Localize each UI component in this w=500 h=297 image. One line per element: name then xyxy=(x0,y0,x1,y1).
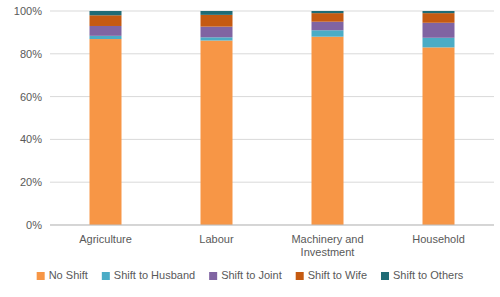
grid-line xyxy=(50,225,494,226)
legend-swatch xyxy=(37,272,45,280)
y-tick-label: 40% xyxy=(20,133,42,145)
bar-segment xyxy=(201,41,233,225)
legend-swatch xyxy=(102,272,110,280)
bar-segment xyxy=(90,36,122,39)
legend-label: Shift to Husband xyxy=(114,269,195,281)
x-tick-label: Household xyxy=(412,233,465,245)
x-tick-label: Machinery andInvestment xyxy=(291,233,363,258)
bar-segment xyxy=(312,11,344,13)
legend-swatch xyxy=(209,272,217,280)
legend-label: No Shift xyxy=(49,269,88,281)
bar-segment xyxy=(90,26,122,36)
bar-segment xyxy=(90,15,122,26)
legend-label: Shift to Others xyxy=(393,269,464,281)
bar-segment xyxy=(201,15,233,27)
bar-segment xyxy=(201,27,233,38)
y-tick-label: 100% xyxy=(14,5,42,17)
bar-segment xyxy=(312,22,344,31)
bar-segment xyxy=(312,37,344,225)
x-tick-label: Agriculture xyxy=(79,233,132,245)
legend-swatch xyxy=(381,272,389,280)
legend-swatch xyxy=(296,272,304,280)
bar-segment xyxy=(312,13,344,22)
bar-segment xyxy=(423,38,455,48)
y-tick-label: 80% xyxy=(20,48,42,60)
legend: No Shift Shift to Husband Shift to Joint Sh… xyxy=(37,269,464,281)
bar-segment xyxy=(423,13,455,23)
x-axis xyxy=(50,225,494,226)
bar-segment xyxy=(90,39,122,225)
y-tick-label: 0% xyxy=(26,219,42,231)
x-tick-label: Labour xyxy=(199,233,234,245)
bar-segment xyxy=(423,11,455,13)
y-tick-label: 20% xyxy=(20,176,42,188)
legend-label: Shift to Wife xyxy=(308,269,367,281)
bar-segment xyxy=(201,11,233,15)
legend-label: Shift to Joint xyxy=(221,269,282,281)
y-tick-label: 60% xyxy=(20,91,42,103)
bars xyxy=(90,11,455,225)
bar-segment xyxy=(201,37,233,40)
bar-segment xyxy=(90,11,122,15)
bar-segment xyxy=(423,47,455,225)
bar-segment xyxy=(312,30,344,36)
bar-segment xyxy=(423,23,455,38)
chart: 0% 20% 40% 60% 80% 100% Agriculture Labour Machi… xyxy=(0,0,500,297)
